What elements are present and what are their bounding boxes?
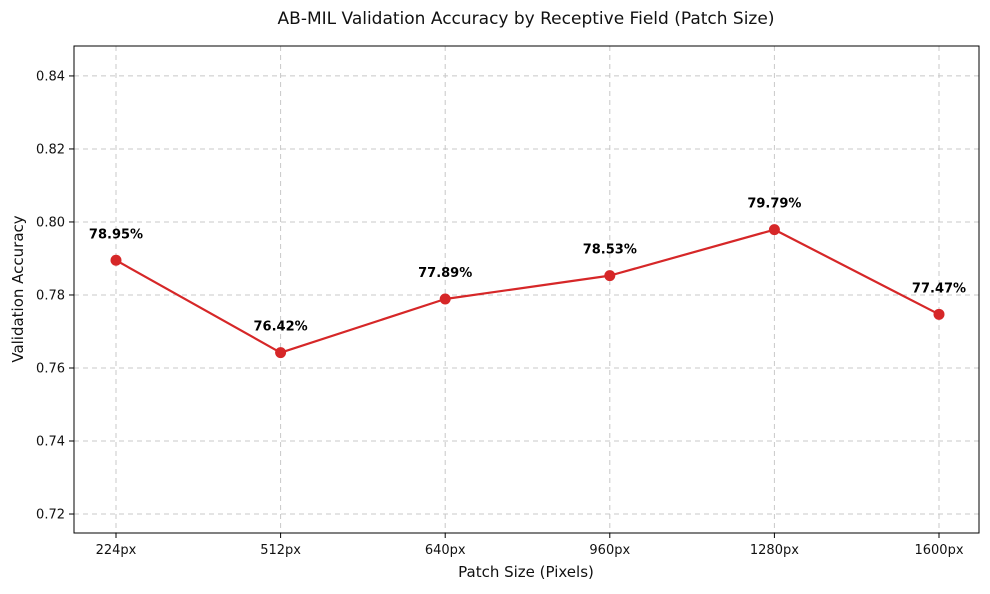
- data-labels: 78.95% 76.42% 77.89% 78.53% 79.79% 77.47%: [89, 197, 966, 335]
- chart-title: AB-MIL Validation Accuracy by Receptive …: [278, 9, 775, 29]
- y-tick-label: 0.74: [36, 435, 65, 450]
- x-tick-label: 512px: [260, 543, 301, 558]
- axis-ticks: 0.72 0.74 0.76 0.78 0.80 0.82 0.84 224px 512px 64…: [36, 69, 964, 558]
- y-axis-label: Validation Accuracy: [9, 215, 27, 362]
- data-label: 79.79%: [747, 197, 801, 212]
- y-tick-label: 0.80: [36, 215, 65, 230]
- x-tick-label: 1280px: [750, 543, 799, 558]
- data-point: [933, 308, 945, 320]
- data-point: [439, 293, 451, 305]
- y-tick-label: 0.72: [36, 508, 65, 523]
- data-label: 77.47%: [912, 281, 966, 296]
- data-point: [275, 347, 287, 359]
- x-tick-label: 224px: [96, 543, 137, 558]
- x-axis-label: Patch Size (Pixels): [458, 563, 594, 581]
- data-label: 78.95%: [89, 227, 143, 242]
- y-tick-label: 0.84: [36, 69, 65, 84]
- y-tick-label: 0.82: [36, 142, 65, 157]
- data-point: [604, 270, 616, 282]
- series: [110, 224, 945, 359]
- y-tick-label: 0.78: [36, 288, 65, 303]
- x-tick-label: 960px: [589, 543, 630, 558]
- data-point: [768, 224, 780, 236]
- x-tick-label: 1600px: [914, 543, 963, 558]
- data-label: 77.89%: [418, 266, 472, 281]
- plot-frame: [73, 45, 980, 534]
- grid: [74, 46, 979, 533]
- data-point: [110, 254, 122, 266]
- series-line: [115, 228, 940, 354]
- data-label: 78.53%: [583, 243, 637, 258]
- y-tick-label: 0.76: [36, 361, 65, 376]
- data-label: 76.42%: [254, 320, 308, 335]
- x-tick-label: 640px: [425, 543, 466, 558]
